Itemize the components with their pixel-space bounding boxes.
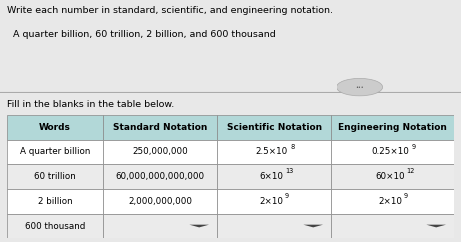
- Bar: [103, 140, 217, 164]
- Text: 60×10: 60×10: [376, 172, 405, 181]
- Text: Words: Words: [39, 123, 71, 132]
- Text: A quarter billion: A quarter billion: [20, 147, 90, 157]
- Bar: [103, 189, 217, 214]
- Text: 9: 9: [411, 144, 415, 150]
- Polygon shape: [426, 225, 446, 227]
- Text: 60,000,000,000,000: 60,000,000,000,000: [116, 172, 205, 181]
- Text: 13: 13: [285, 168, 293, 174]
- Bar: [217, 214, 331, 238]
- Text: 2,000,000,000: 2,000,000,000: [128, 197, 192, 206]
- Bar: [217, 189, 331, 214]
- Text: 250,000,000: 250,000,000: [132, 147, 188, 157]
- Text: Engineering Notation: Engineering Notation: [338, 123, 447, 132]
- Bar: [217, 140, 331, 164]
- Bar: [7, 115, 103, 140]
- Text: Fill in the blanks in the table below.: Fill in the blanks in the table below.: [7, 100, 174, 109]
- Polygon shape: [189, 225, 209, 227]
- Text: 2×10: 2×10: [260, 197, 284, 206]
- Text: 8: 8: [290, 144, 295, 150]
- Text: 6×10: 6×10: [260, 172, 284, 181]
- Text: 2×10: 2×10: [378, 197, 402, 206]
- Text: 2 billion: 2 billion: [38, 197, 72, 206]
- Bar: [7, 214, 103, 238]
- Bar: [7, 140, 103, 164]
- Bar: [331, 214, 454, 238]
- Bar: [103, 164, 217, 189]
- Ellipse shape: [337, 78, 383, 96]
- Bar: [7, 189, 103, 214]
- Text: 9: 9: [403, 193, 408, 199]
- Polygon shape: [303, 225, 323, 227]
- Bar: [217, 164, 331, 189]
- Text: 0.25×10: 0.25×10: [372, 147, 409, 157]
- Text: •••: •••: [355, 85, 364, 90]
- Bar: [331, 189, 454, 214]
- Text: Write each number in standard, scientific, and engineering notation.: Write each number in standard, scientifi…: [7, 6, 333, 15]
- Bar: [331, 115, 454, 140]
- Bar: [331, 164, 454, 189]
- Text: 9: 9: [285, 193, 289, 199]
- Text: 12: 12: [406, 168, 414, 174]
- Text: 2.5×10: 2.5×10: [256, 147, 288, 157]
- Bar: [7, 164, 103, 189]
- Text: Standard Notation: Standard Notation: [113, 123, 207, 132]
- Text: 600 thousand: 600 thousand: [25, 221, 85, 231]
- Text: Scientific Notation: Scientific Notation: [226, 123, 322, 132]
- Bar: [331, 140, 454, 164]
- Bar: [217, 115, 331, 140]
- Bar: [103, 214, 217, 238]
- Text: A quarter billion, 60 trillion, 2 billion, and 600 thousand: A quarter billion, 60 trillion, 2 billio…: [7, 30, 276, 39]
- Bar: [103, 115, 217, 140]
- Text: 60 trillion: 60 trillion: [34, 172, 76, 181]
